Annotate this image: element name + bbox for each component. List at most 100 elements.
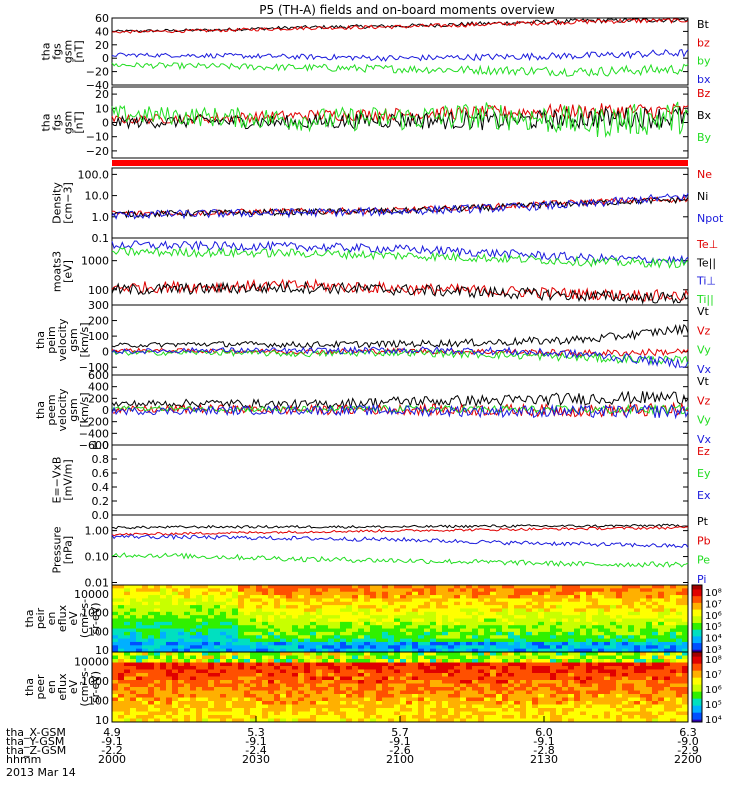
heatmap-cell [520,711,527,716]
heatmap-cell [286,611,293,616]
heatmap-cell [406,598,413,603]
heatmap-cell [310,598,317,603]
heatmap-cell [328,694,335,698]
heatmap-cell [652,711,659,716]
heatmap-cell [592,641,599,646]
heatmap-cell [406,697,413,702]
heatmap-cell [262,669,269,674]
heatmap-cell [316,611,323,616]
heatmap-cell [532,601,539,606]
heatmap-cell [634,635,641,640]
heatmap-cell [334,666,341,670]
heatmap-cell [340,648,347,653]
heatmap-cell [172,621,179,626]
heatmap-cell [286,669,293,674]
heatmap-cell [532,715,539,719]
heatmap-cell [430,662,437,667]
heatmap-cell [352,683,359,688]
heatmap-cell [148,711,155,716]
heatmap-cell [490,595,497,599]
heatmap-cell [364,659,371,663]
heatmap-cell [574,694,581,698]
heatmap-cell [604,701,611,705]
heatmap-cell [226,669,233,674]
heatmap-cell [604,641,611,646]
heatmap-cell [160,635,167,640]
heatmap-cell [202,711,209,716]
heatmap-cell [616,585,623,589]
heatmap-cell [448,591,455,596]
heatmap-cell [322,683,329,688]
heatmap-cell [352,690,359,695]
heatmap-cell [244,608,251,613]
heatmap-cell [118,673,125,677]
heatmap-cell [334,718,341,723]
heatmap-cell [232,673,239,677]
heatmap-cell [622,645,629,650]
heatmap-cell [640,601,647,606]
heatmap-cell [484,694,491,698]
heatmap-cell [544,648,551,653]
figure-title: P5 (TH-A) fields and on-board moments ov… [259,3,555,17]
heatmap-cell [124,697,131,702]
heatmap-cell [262,611,269,616]
heatmap-cell [418,718,425,723]
heatmap-cell [316,621,323,626]
heatmap-cell [346,625,353,630]
heatmap-cell [484,676,491,681]
heatmap-cell [412,704,419,709]
heatmap-cell [394,615,401,619]
heatmap-cell [502,585,509,589]
heatmap-cell [526,694,533,698]
heatmap-cell [262,673,269,677]
heatmap-cell [526,655,533,660]
heatmap-cell [256,598,263,603]
heatmap-cell [208,621,215,626]
heatmap-cell [118,641,125,646]
heatmap-cell [514,625,521,630]
heatmap-cell [196,585,203,589]
heatmap-cell [154,611,161,616]
heatmap-cell [448,601,455,606]
heatmap-cell [640,708,647,712]
heatmap-cell [532,655,539,660]
heatmap-cell [418,648,425,653]
heatmap-cell [670,628,677,633]
heatmap-cell [538,704,545,709]
heatmap-cell [124,591,131,596]
heatmap-cell [178,608,185,613]
heatmap-cell [622,648,629,653]
heatmap-cell [358,701,365,705]
heatmap-cell [370,704,377,709]
heatmap-cell [418,655,425,660]
heatmap-cell [382,687,389,691]
heatmap-cell [190,708,197,712]
heatmap-cell [628,687,635,691]
heatmap-cell [118,598,125,603]
heatmap-cell [454,645,461,650]
heatmap-cell [580,631,587,636]
heatmap-cell [424,631,431,636]
y-tick-label: 0 [102,346,109,359]
heatmap-cell [442,638,449,643]
heatmap-cell [340,591,347,596]
footer-value: 6.0 [535,726,553,739]
heatmap-cell [244,690,251,695]
heatmap-cell [634,648,641,653]
heatmap-cell [166,697,173,702]
heatmap-cell [442,635,449,640]
heatmap-cell [322,652,329,656]
heatmap-cell [670,715,677,719]
heatmap-cell [394,694,401,698]
heatmap-cell [466,605,473,609]
heatmap-cell [532,621,539,626]
heatmap-cell [346,645,353,650]
heatmap-cell [400,715,407,719]
heatmap-cell [424,687,431,691]
heatmap-cell [316,715,323,719]
heatmap-cell [202,655,209,660]
heatmap-cell [466,718,473,723]
heatmap-cell [484,659,491,663]
heatmap-cell [664,662,671,667]
heatmap-cell [478,615,485,619]
